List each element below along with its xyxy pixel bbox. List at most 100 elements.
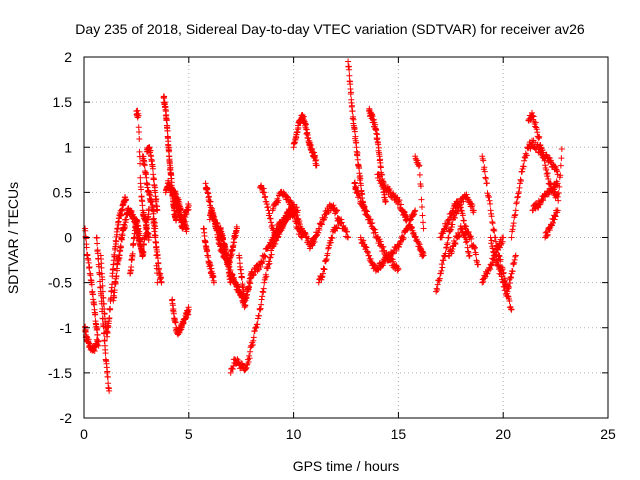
data-point: [313, 157, 320, 164]
data-point: [185, 202, 192, 209]
data-point: [128, 207, 135, 214]
data-point: [370, 116, 377, 123]
data-point: [375, 141, 382, 148]
data-point: [492, 252, 499, 259]
data-point: [134, 107, 141, 114]
data-point: [270, 205, 277, 212]
data-point: [529, 109, 536, 116]
data-point: [436, 275, 443, 282]
chart-title: Day 235 of 2018, Sidereal Day-to-day VTE…: [75, 21, 585, 37]
y-tick-label: 2: [64, 49, 72, 65]
data-point: [451, 239, 458, 246]
data-point: [443, 224, 450, 231]
data-point: [235, 357, 242, 364]
data-point: [345, 234, 352, 241]
x-axis-title: GPS time / hours: [293, 458, 400, 474]
data-point: [544, 173, 551, 180]
data-point: [512, 211, 519, 218]
data-point: [259, 288, 266, 295]
data-point: [444, 241, 451, 248]
data-point: [395, 244, 402, 251]
y-tick-label: 0.5: [53, 184, 73, 200]
data-point: [252, 324, 259, 331]
data-point: [268, 247, 275, 254]
data-point: [319, 270, 326, 277]
data-point: [455, 198, 462, 205]
data-point: [258, 301, 265, 308]
data-point: [558, 155, 565, 162]
data-point: [519, 168, 526, 175]
data-point: [515, 188, 522, 195]
data-point: [537, 200, 544, 207]
data-point: [382, 198, 389, 205]
data-point: [263, 273, 270, 280]
data-point: [268, 219, 275, 226]
data-point: [363, 244, 370, 251]
data-point: [284, 213, 291, 220]
data-point: [499, 278, 506, 285]
data-point: [490, 226, 497, 233]
data-point: [460, 198, 467, 205]
data-point: [488, 240, 495, 247]
data-point: [137, 238, 144, 245]
data-point: [403, 216, 410, 223]
data-point: [325, 245, 332, 252]
data-point: [502, 282, 509, 289]
data-point: [350, 113, 357, 120]
data-point: [553, 166, 560, 173]
data-point: [500, 279, 507, 286]
data-point: [491, 227, 498, 234]
data-point: [508, 306, 515, 313]
data-point: [302, 231, 309, 238]
data-point: [448, 214, 455, 221]
data-point: [334, 207, 341, 214]
data-point: [443, 244, 450, 251]
data-point: [434, 286, 441, 293]
data-point: [386, 256, 393, 263]
data-point: [88, 281, 95, 288]
data-point: [164, 122, 171, 129]
data-point: [386, 185, 393, 192]
data-point: [390, 250, 397, 257]
data-point: [154, 255, 161, 262]
data-point: [356, 192, 363, 199]
y-tick-label: -1.5: [48, 365, 72, 381]
data-point: [130, 240, 137, 247]
data-point: [171, 187, 178, 194]
data-point: [163, 117, 170, 124]
data-point: [555, 189, 562, 196]
data-point: [512, 207, 519, 214]
data-point: [487, 234, 494, 241]
data-point: [491, 249, 498, 256]
data-point: [487, 266, 494, 273]
data-point: [498, 241, 505, 248]
data-point: [475, 261, 482, 268]
data-point: [481, 274, 488, 281]
data-point: [440, 257, 447, 264]
data-point: [417, 183, 424, 190]
data-point: [150, 218, 157, 225]
y-tick-label: 0: [64, 230, 72, 246]
data-point: [94, 331, 101, 338]
data-point: [234, 225, 241, 232]
data-point: [357, 182, 364, 189]
data-point: [275, 233, 282, 240]
data-point: [377, 173, 384, 180]
data-point: [468, 235, 475, 242]
data-point: [534, 129, 541, 136]
data-point: [114, 267, 121, 274]
data-point: [212, 218, 218, 225]
data-point: [457, 201, 464, 208]
data-point: [210, 279, 217, 286]
data-point: [344, 233, 351, 240]
data-point: [285, 212, 292, 219]
data-point: [439, 264, 446, 271]
data-point: [289, 203, 296, 210]
data-point: [542, 162, 549, 169]
data-point: [257, 305, 264, 312]
data-point: [185, 306, 192, 313]
data-point: [354, 150, 361, 156]
data-point: [535, 135, 542, 142]
data-point: [368, 220, 375, 227]
